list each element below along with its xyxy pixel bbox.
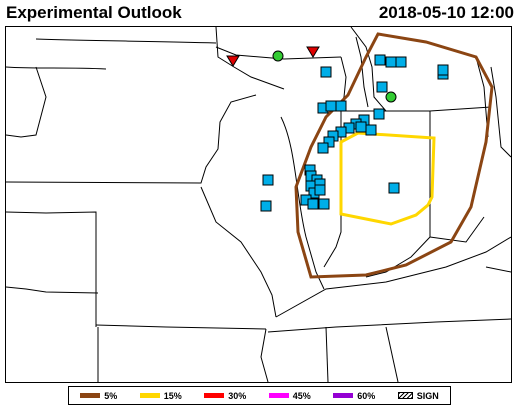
- border-segment: [385, 326, 399, 382]
- border-segment: [215, 46, 342, 60]
- report-square: [355, 121, 367, 133]
- state-borders: [6, 27, 511, 382]
- border-segment: [6, 211, 97, 327]
- border-segment: [429, 216, 485, 243]
- legend-swatch-45: [268, 393, 289, 398]
- sign-hatch-icon: [397, 392, 413, 399]
- border-segment: [485, 266, 511, 273]
- legend-label-30: 30%: [228, 390, 247, 401]
- report-square: [388, 182, 400, 194]
- border-segment: [260, 328, 269, 382]
- legend-swatch-60: [333, 393, 354, 398]
- report-square: [318, 198, 330, 210]
- border-segment: [325, 326, 329, 382]
- legend: 5% 15% 30% 45% 60% SIGN: [68, 386, 451, 405]
- report-triangle: [226, 55, 240, 67]
- valid-time: 2018-05-10 12:00: [378, 3, 514, 22]
- report-square: [323, 136, 335, 148]
- border-segment: [35, 38, 217, 44]
- border-segment: [275, 236, 511, 318]
- report-square: [385, 56, 397, 68]
- report-square: [373, 108, 385, 120]
- report-square: [314, 184, 326, 196]
- legend-item-5: 5%: [80, 391, 117, 401]
- legend-item-15: 15%: [139, 390, 182, 401]
- legend-swatch-30: [204, 393, 225, 398]
- legend-item-60: 60%: [333, 391, 375, 401]
- legend-label-45: 45%: [292, 390, 311, 401]
- report-triangle: [306, 46, 320, 58]
- hail-reports: [260, 54, 449, 212]
- legend-item-45: 45%: [268, 390, 311, 401]
- prob-15-outline: [339, 131, 436, 226]
- map-panel: [5, 26, 512, 383]
- legend-label-60: 60%: [357, 390, 376, 401]
- border-segment: [475, 56, 489, 138]
- report-square: [260, 200, 272, 212]
- map-title: Experimental Outlook: [6, 3, 182, 22]
- border-segment: [6, 94, 257, 184]
- border-segment: [6, 286, 99, 294]
- legend-item-30: 30%: [204, 391, 246, 401]
- border-segment: [429, 106, 492, 112]
- legend-swatch-15: [139, 393, 160, 398]
- border-segment: [200, 186, 277, 318]
- border-segment: [95, 324, 267, 330]
- legend-swatch-5: [80, 393, 101, 398]
- legend-label-5: 5%: [104, 390, 118, 401]
- border-segment: [490, 66, 511, 158]
- lake-michigan-shore: [355, 36, 369, 108]
- report-square: [320, 66, 332, 78]
- legend-label-sign: SIGN: [416, 390, 439, 401]
- report-square: [395, 56, 407, 68]
- legend-label-15: 15%: [163, 390, 182, 401]
- tornado-reports: [226, 46, 320, 67]
- report-square: [376, 81, 388, 93]
- border-segment: [341, 110, 431, 278]
- report-square: [262, 174, 274, 186]
- outlook-map: [6, 27, 511, 382]
- border-segment: [350, 27, 387, 112]
- legend-item-sign: SIGN: [397, 390, 439, 401]
- report-square: [335, 100, 347, 112]
- wind-reports: [272, 50, 397, 103]
- report-square: [325, 100, 337, 112]
- border-segment: [267, 318, 511, 333]
- report-square: [307, 198, 319, 210]
- report-square: [365, 124, 377, 136]
- report-square: [437, 64, 449, 76]
- report-circle: [385, 91, 397, 103]
- border-segment: [6, 66, 47, 138]
- report-square: [374, 54, 386, 66]
- report-circle: [272, 50, 284, 62]
- report-square: [317, 142, 329, 154]
- border-segment: [6, 66, 107, 70]
